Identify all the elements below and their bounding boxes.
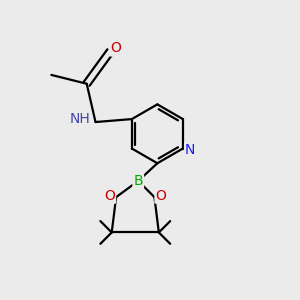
Text: N: N (185, 143, 195, 157)
Text: O: O (104, 189, 115, 202)
Text: B: B (134, 174, 143, 188)
Text: NH: NH (70, 112, 90, 126)
Text: O: O (155, 189, 166, 202)
Text: O: O (110, 41, 121, 56)
